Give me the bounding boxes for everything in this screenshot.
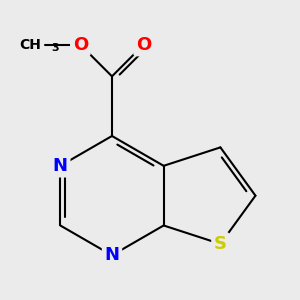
Text: O: O [73, 36, 88, 54]
Text: N: N [104, 246, 119, 264]
Text: O: O [136, 36, 151, 54]
Text: CH: CH [20, 38, 42, 52]
Text: S: S [214, 235, 227, 253]
Text: N: N [53, 157, 68, 175]
Text: 3: 3 [52, 43, 59, 53]
